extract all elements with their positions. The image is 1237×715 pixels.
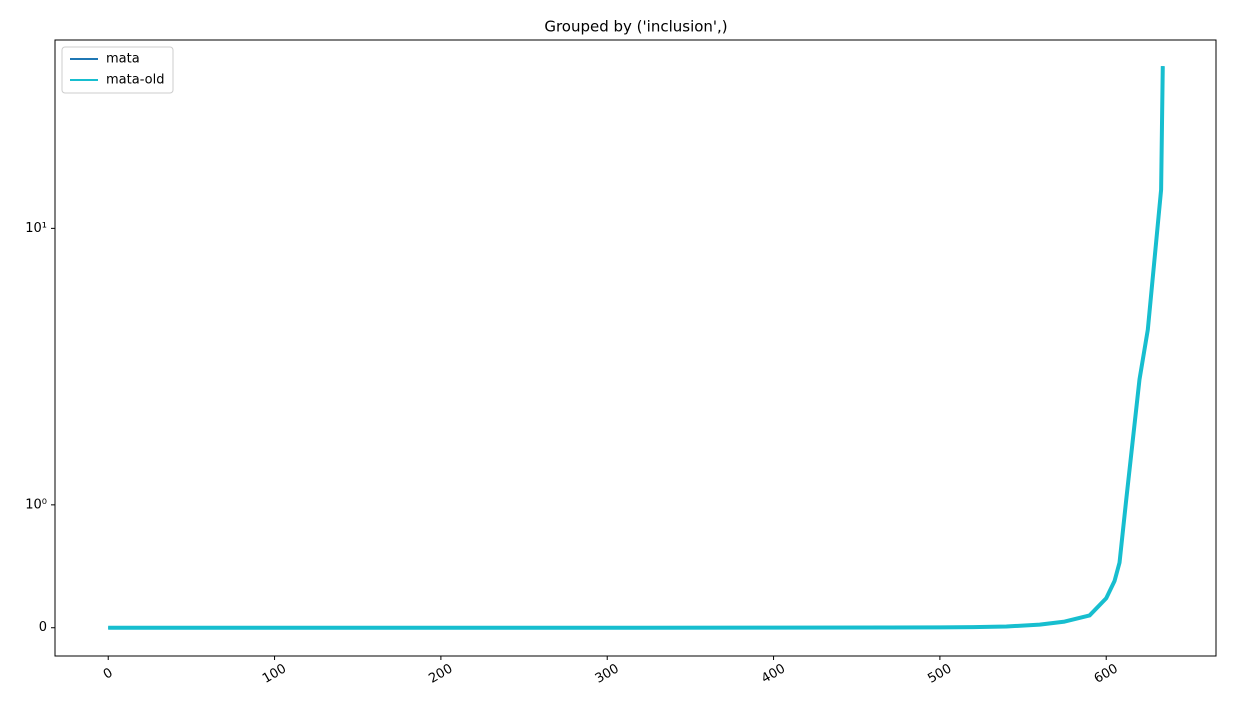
x-tick-label: 300 [593, 661, 622, 686]
legend-label: mata [106, 52, 140, 67]
series-line [108, 66, 1165, 630]
series-line [108, 66, 1165, 630]
x-tick-label: 200 [426, 661, 455, 686]
x-tick-label: 600 [1092, 661, 1121, 686]
chart-title: Grouped by ('inclusion',) [544, 18, 727, 36]
x-tick-label: 400 [759, 661, 788, 686]
y-tick-label: 10¹ [25, 221, 47, 236]
x-tick-label: 500 [925, 661, 954, 686]
plot-frame [54, 39, 1217, 657]
x-tick-label: 100 [260, 661, 289, 686]
y-tick-label: 10⁰ [25, 497, 47, 512]
legend-label: mata-old [106, 73, 164, 88]
x-tick-label: 0 [101, 665, 116, 682]
y-tick-label: 0 [39, 620, 47, 635]
